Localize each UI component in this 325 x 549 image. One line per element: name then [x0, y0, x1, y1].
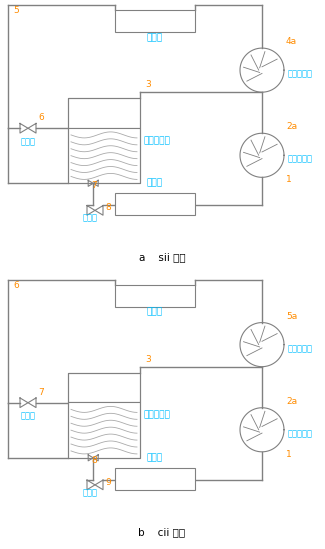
- Bar: [115, 468, 195, 490]
- Bar: [68, 98, 140, 128]
- Text: 5: 5: [13, 6, 19, 15]
- Text: 8: 8: [105, 203, 111, 212]
- Text: 节流阀: 节流阀: [83, 214, 98, 222]
- Text: 1: 1: [286, 175, 292, 184]
- Text: 7: 7: [38, 388, 44, 397]
- Text: 低压压缩机: 低压压缩机: [288, 429, 313, 438]
- Text: 4a: 4a: [286, 37, 297, 46]
- Bar: [115, 193, 195, 215]
- Text: 高压压缩机: 高压压缩机: [288, 344, 313, 353]
- Text: 9: 9: [105, 478, 111, 487]
- Text: 5a: 5a: [286, 312, 297, 321]
- Text: 1: 1: [286, 450, 292, 459]
- Text: 8: 8: [91, 456, 97, 465]
- Text: 蒸发器: 蒸发器: [147, 453, 163, 462]
- Text: 节流阀: 节流阀: [20, 412, 35, 421]
- Bar: [68, 373, 140, 458]
- Text: 6: 6: [38, 113, 44, 122]
- Text: 2a: 2a: [286, 397, 297, 406]
- Bar: [68, 402, 140, 458]
- Text: 中间冷却器: 中间冷却器: [144, 411, 171, 420]
- Text: 2a: 2a: [286, 122, 297, 131]
- Bar: [68, 373, 140, 402]
- Text: 7: 7: [91, 181, 97, 191]
- Text: 3: 3: [145, 80, 151, 89]
- Bar: [115, 284, 195, 306]
- Text: 节流阀: 节流阀: [20, 137, 35, 146]
- Text: 低压压缩机: 低压压缩机: [288, 155, 313, 164]
- Text: 6: 6: [13, 281, 19, 289]
- Text: 冷却器: 冷却器: [147, 33, 163, 42]
- Bar: [115, 10, 195, 32]
- Text: 蒸发器: 蒸发器: [147, 178, 163, 187]
- Text: 3: 3: [145, 355, 151, 363]
- Text: a    sii 循环: a sii 循环: [139, 253, 185, 262]
- Bar: [68, 128, 140, 183]
- Text: 中间冷却器: 中间冷却器: [144, 136, 171, 145]
- Text: 节流阀: 节流阀: [83, 488, 98, 497]
- Text: 高压压缩机: 高压压缩机: [288, 70, 313, 79]
- Text: 冷却器: 冷却器: [147, 307, 163, 317]
- Bar: [68, 98, 140, 183]
- Text: b    cii 循环: b cii 循环: [138, 527, 186, 537]
